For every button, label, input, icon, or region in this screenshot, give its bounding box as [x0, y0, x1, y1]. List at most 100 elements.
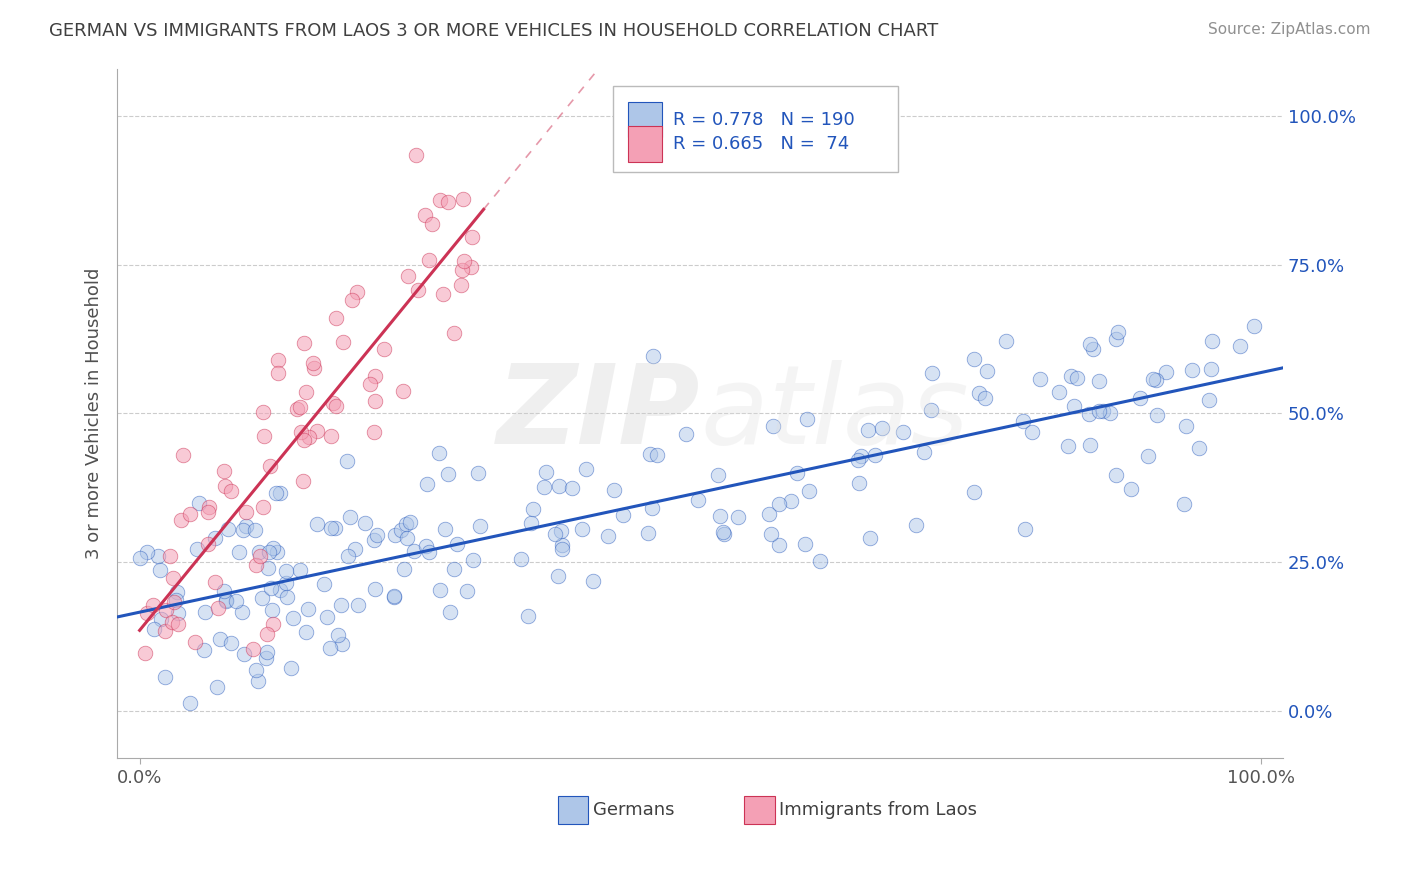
Point	[228, 544, 250, 558]
Point	[288, 563, 311, 577]
Point	[305, 424, 328, 438]
Point	[252, 429, 274, 443]
Point	[260, 582, 283, 596]
Point	[786, 466, 808, 480]
Point	[363, 394, 385, 409]
Point	[437, 467, 460, 481]
Point	[1137, 449, 1160, 463]
Point	[451, 263, 474, 277]
Point	[389, 523, 412, 537]
Point	[231, 605, 253, 619]
Point	[547, 569, 569, 583]
Point	[212, 464, 235, 478]
Point	[193, 643, 215, 657]
Point	[347, 598, 370, 612]
Point	[453, 254, 475, 268]
Point	[1011, 414, 1033, 428]
Point	[761, 527, 783, 541]
Point	[905, 518, 928, 533]
Point	[399, 515, 422, 529]
Point	[319, 640, 342, 655]
Point	[451, 192, 474, 206]
Point	[1105, 333, 1128, 347]
Point	[166, 585, 188, 599]
Point	[796, 411, 818, 425]
Point	[1173, 498, 1195, 512]
Point	[179, 696, 201, 710]
Point	[290, 425, 312, 439]
Point	[416, 476, 439, 491]
Point	[1119, 482, 1142, 496]
Y-axis label: 3 or more Vehicles in Household: 3 or more Vehicles in Household	[86, 268, 103, 559]
Point	[129, 551, 152, 566]
Point	[846, 453, 869, 467]
Point	[1057, 439, 1080, 453]
Text: R = 0.778   N = 190: R = 0.778 N = 190	[673, 111, 855, 128]
Point	[269, 582, 291, 597]
Point	[283, 611, 305, 625]
Point	[439, 605, 461, 619]
Point	[264, 485, 287, 500]
Point	[575, 462, 598, 476]
Point	[456, 583, 478, 598]
Point	[267, 367, 290, 381]
Point	[155, 670, 177, 684]
Point	[382, 590, 405, 604]
Point	[396, 531, 419, 545]
Point	[1021, 425, 1043, 439]
Text: R = 0.665   N =  74: R = 0.665 N = 74	[673, 135, 849, 153]
Point	[413, 209, 436, 223]
Point	[285, 402, 308, 417]
Point	[891, 425, 914, 439]
Point	[675, 427, 697, 442]
Point	[252, 500, 274, 515]
Point	[256, 627, 278, 641]
Point	[418, 252, 440, 267]
Point	[276, 564, 298, 578]
Point	[373, 343, 395, 357]
Point	[1129, 391, 1152, 405]
Point	[233, 648, 256, 662]
Point	[1201, 334, 1223, 348]
Point	[247, 545, 270, 559]
Point	[551, 538, 574, 552]
Point	[162, 572, 184, 586]
Point	[1014, 522, 1036, 536]
Point	[1060, 368, 1083, 383]
Point	[1188, 441, 1211, 455]
Point	[292, 433, 315, 447]
Point	[269, 486, 291, 500]
Point	[184, 634, 207, 648]
Point	[150, 612, 173, 626]
Text: atlas: atlas	[700, 359, 969, 467]
Point	[1199, 362, 1222, 376]
Point	[325, 399, 347, 413]
Point	[1078, 437, 1101, 451]
Point	[443, 562, 465, 576]
Point	[205, 680, 228, 694]
Point	[768, 538, 790, 552]
Point	[1174, 419, 1197, 434]
Point	[135, 545, 157, 559]
Point	[242, 642, 264, 657]
Point	[1063, 400, 1085, 414]
Point	[262, 616, 284, 631]
Point	[297, 602, 319, 616]
Point	[1146, 409, 1168, 423]
Point	[534, 465, 557, 479]
Point	[363, 425, 385, 439]
Point	[280, 661, 302, 675]
Point	[1105, 468, 1128, 483]
Point	[551, 541, 574, 556]
Point	[711, 524, 734, 539]
Point	[321, 428, 343, 442]
Point	[295, 385, 318, 400]
Point	[1066, 371, 1088, 385]
Point	[235, 519, 257, 533]
Point	[582, 574, 605, 589]
Point	[179, 507, 201, 521]
Point	[1078, 336, 1101, 351]
Point	[212, 583, 235, 598]
Point	[163, 595, 186, 609]
Point	[197, 537, 219, 551]
